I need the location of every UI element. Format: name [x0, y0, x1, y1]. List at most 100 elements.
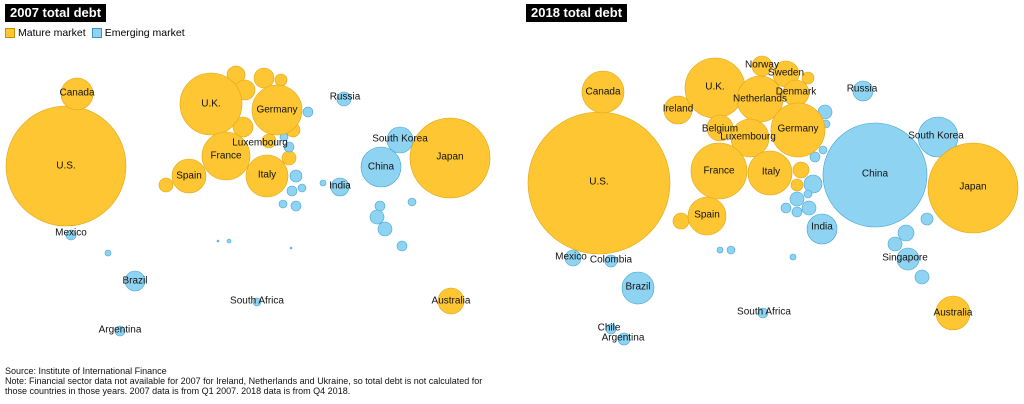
label-2018-belgium: Belgium	[702, 124, 738, 135]
label-2007-india: India	[329, 181, 351, 192]
label-2007-russia: Russia	[330, 92, 361, 103]
bubble-2007-u-k	[179, 72, 243, 136]
bubble-2007-india	[330, 177, 350, 197]
bubble-2007-japan	[409, 117, 491, 199]
bubble-minor-26	[801, 71, 815, 85]
label-2007-south-korea: South Korea	[372, 134, 428, 145]
bubble-minor-13	[290, 200, 302, 212]
label-2007-france: France	[210, 151, 242, 162]
bubble-2007-luxembourg	[261, 133, 277, 149]
bubble-minor-1	[253, 67, 275, 89]
label-2018-india: India	[811, 222, 833, 233]
label-2018-singapore: Singapore	[882, 253, 928, 264]
bubble-minor-3	[274, 73, 288, 87]
bubble-minor-34	[789, 191, 805, 207]
label-2018-spain: Spain	[694, 210, 720, 221]
bubble-minor-6	[281, 150, 297, 166]
bubble-2007-canada	[60, 77, 94, 111]
bubble-2018-russia	[852, 80, 874, 102]
bubble-minor-36	[780, 202, 792, 214]
label-2018-south-korea: South Korea	[908, 131, 964, 142]
legend-swatch-mature	[5, 28, 15, 38]
label-2018-u-k: U.K.	[705, 82, 724, 93]
label-2018-mexico: Mexico	[555, 252, 587, 263]
bubble-minor-23	[216, 239, 220, 243]
legend: Mature market Emerging market	[5, 26, 191, 40]
bubble-2018-south-africa	[757, 307, 769, 319]
bubble-minor-17	[369, 209, 385, 225]
bubble-minor-41	[897, 224, 915, 242]
bubble-minor-29	[672, 212, 690, 230]
label-2007-argentina: Argentina	[99, 325, 142, 336]
bubble-minor-18	[377, 221, 393, 237]
bubble-2007-spain	[171, 158, 207, 194]
bubble-minor-30	[809, 151, 821, 163]
bubble-2018-china	[822, 122, 928, 228]
bubble-2007-south-africa	[252, 297, 262, 307]
bubble-minor-43	[914, 269, 930, 285]
bubble-minor-38	[803, 189, 813, 199]
label-2018-germany: Germany	[777, 124, 818, 135]
label-2018-italy: Italy	[762, 167, 780, 178]
label-layer: U.S. Canada Mexico Brazil Argentina U.K. Germa…	[55, 60, 986, 344]
label-2007-u-s: U.S.	[56, 161, 75, 172]
legend-item-mature: Mature market	[5, 27, 86, 39]
bubble-minor-22	[226, 238, 232, 244]
panel-title-2018: 2018 total debt	[526, 4, 628, 22]
bubble-2007-argentina	[114, 325, 126, 337]
label-2007-italy: Italy	[258, 170, 276, 181]
bubble-2018-brazil	[621, 271, 655, 305]
bubble-2018-belgium	[706, 114, 734, 142]
bubble-minor-25	[283, 141, 295, 153]
bubble-minor-19	[407, 197, 417, 207]
bubble-minor-21	[104, 249, 112, 257]
bubble-2018-mexico	[564, 249, 582, 267]
bubble-minor-35	[801, 200, 817, 216]
bubble-2007-australia	[437, 287, 465, 315]
label-2018-luxembourg: Luxembourg	[720, 132, 776, 143]
bubble-minor-33	[803, 174, 823, 194]
label-2018-australia: Australia	[934, 308, 973, 319]
bubble-2007-south-korea	[386, 126, 414, 154]
label-2018-brazil: Brazil	[625, 282, 650, 293]
label-2007-germany: Germany	[256, 105, 297, 116]
bubble-minor-46	[789, 253, 797, 261]
label-2007-spain: Spain	[176, 171, 202, 182]
bubble-minor-24	[289, 246, 293, 250]
bubble-2018-france	[690, 142, 748, 200]
bubble-minor-9	[302, 106, 314, 118]
bubble-minor-20	[396, 240, 408, 252]
legend-label-emerging: Emerging market	[104, 27, 185, 39]
label-2018-netherlands: Netherlands	[733, 94, 787, 105]
legend-swatch-emerging	[91, 28, 102, 38]
label-2007-australia: Australia	[432, 296, 471, 307]
bubble-2007-china	[360, 146, 402, 188]
bubble-minor-37	[791, 206, 803, 218]
bubble-2007-brazil	[124, 270, 146, 292]
label-2018-south-africa: South Africa	[737, 307, 791, 318]
bubble-2018-ireland	[663, 95, 693, 125]
bubble-minor-15	[319, 179, 327, 187]
legend-label-mature: Mature market	[18, 27, 86, 39]
bubble-2018-chile	[605, 323, 617, 335]
label-2007-china: China	[368, 162, 395, 173]
label-2007-canada: Canada	[59, 88, 94, 99]
label-2007-brazil: Brazil	[122, 276, 147, 287]
bubble-2018-australia	[935, 295, 971, 331]
bubble-2018-colombia	[604, 254, 618, 268]
label-2018-colombia: Colombia	[590, 255, 633, 266]
bubble-2007-mexico	[65, 229, 77, 241]
label-2018-chile: Chile	[598, 323, 621, 334]
label-2018-u-s: U.S.	[589, 177, 608, 188]
label-2007-mexico: Mexico	[55, 228, 87, 239]
bubble-2018-japan	[927, 142, 1019, 234]
bubble-minor-16	[374, 200, 386, 212]
legend-item-emerging: Emerging market	[91, 27, 185, 39]
bubble-2018-india	[806, 213, 838, 245]
bubble-minor-7	[158, 177, 174, 193]
label-2018-russia: Russia	[847, 84, 878, 95]
bubble-2007-russia	[336, 91, 352, 107]
bubble-2018-germany	[770, 102, 826, 158]
bubble-2007-germany	[251, 84, 303, 136]
